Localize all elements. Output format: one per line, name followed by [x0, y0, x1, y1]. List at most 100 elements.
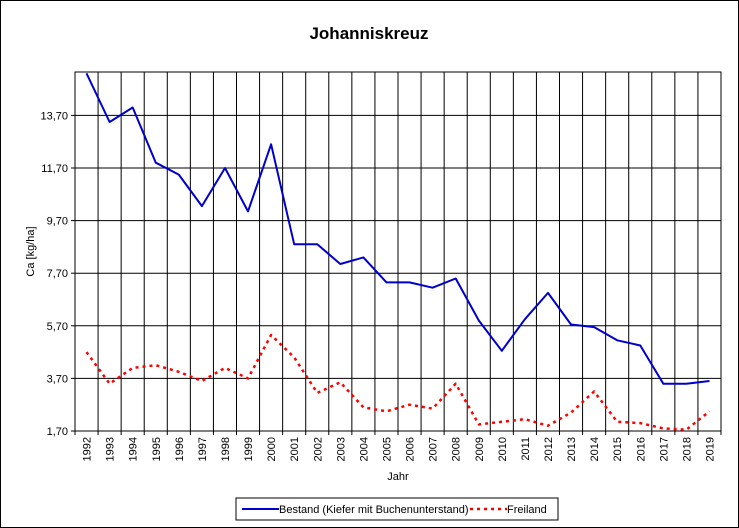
series-group — [85, 72, 711, 431]
data-point-freiland — [339, 381, 341, 383]
data-point-bestand — [178, 174, 180, 176]
data-point-freiland — [293, 356, 295, 358]
x-tick-label: 2013 — [566, 437, 578, 461]
data-point-bestand — [432, 287, 434, 289]
y-tick-label: 7,70 — [47, 268, 68, 280]
x-tick-label: 1992 — [82, 437, 94, 461]
x-tick-label: 2016 — [635, 437, 647, 461]
data-point-freiland — [639, 422, 641, 424]
data-point-freiland — [362, 406, 364, 408]
x-tick-label: 2000 — [266, 437, 278, 461]
data-point-bestand — [339, 263, 341, 265]
x-tick-label: 2018 — [681, 437, 693, 461]
x-axis-label: Jahr — [387, 471, 409, 483]
y-tick-label: 1,70 — [47, 426, 68, 438]
series-line-bestand — [85, 72, 710, 385]
x-tick-label: 2014 — [589, 437, 601, 461]
data-point-bestand — [685, 383, 687, 385]
data-point-freiland — [247, 377, 249, 379]
data-point-bestand — [639, 345, 641, 347]
data-point-freiland — [455, 383, 457, 385]
data-point-bestand — [132, 107, 134, 109]
data-point-freiland — [109, 383, 111, 385]
x-tick-label: 1998 — [220, 437, 232, 461]
data-point-freiland — [409, 404, 411, 406]
data-point-bestand — [86, 72, 88, 74]
legend-label-bestand: Bestand (Kiefer mit Buchenunterstand) — [279, 504, 469, 516]
data-point-freiland — [270, 334, 272, 336]
y-tick-label: 11,70 — [41, 163, 68, 175]
data-point-freiland — [86, 351, 88, 353]
x-tick-label: 1995 — [151, 437, 163, 461]
x-tick-label: 2011 — [520, 437, 532, 461]
data-point-freiland — [224, 367, 226, 369]
x-tick-label: 2001 — [289, 437, 301, 461]
x-tick-label: 2005 — [381, 437, 393, 461]
data-point-bestand — [708, 380, 710, 382]
data-point-freiland — [385, 410, 387, 412]
legend-label-freiland: Freiland — [507, 504, 547, 516]
data-point-freiland — [616, 421, 618, 423]
x-tick-label: 2009 — [474, 437, 486, 461]
x-tick-label: 1994 — [128, 437, 140, 461]
data-point-freiland — [570, 412, 572, 414]
data-point-freiland — [524, 418, 526, 420]
y-tick-label: 9,70 — [47, 216, 68, 228]
data-point-bestand — [316, 243, 318, 245]
x-tick-label: 2015 — [612, 437, 624, 461]
series-line-freiland — [85, 333, 711, 431]
data-point-freiland — [432, 408, 434, 410]
data-point-bestand — [155, 162, 157, 164]
data-point-bestand — [362, 256, 364, 258]
x-tick-label: 1993 — [105, 437, 117, 461]
data-point-bestand — [501, 350, 503, 352]
data-point-freiland — [501, 421, 503, 423]
y-tick-labels: 1,70 3,70 5,70 7,70 9,70 11,70 13,70 — [40, 110, 75, 438]
data-point-bestand — [247, 210, 249, 212]
data-point-bestand — [409, 281, 411, 283]
data-point-bestand — [455, 277, 457, 279]
x-tick-label: 1996 — [174, 437, 186, 461]
data-point-bestand — [478, 320, 480, 322]
data-point-bestand — [201, 205, 203, 207]
data-point-bestand — [524, 318, 526, 320]
x-tick-label: 2002 — [312, 437, 324, 461]
y-tick-label: 13,70 — [40, 110, 68, 122]
data-point-bestand — [224, 167, 226, 169]
x-tick-label: 1997 — [197, 437, 209, 461]
data-point-bestand — [570, 323, 572, 325]
data-point-freiland — [593, 391, 595, 393]
y-axis-label: Ca [kg/ha] — [25, 226, 37, 276]
x-tick-label: 2008 — [451, 437, 463, 461]
data-point-freiland — [178, 371, 180, 373]
x-tick-label: 2004 — [358, 437, 370, 461]
data-point-freiland — [132, 367, 134, 369]
data-point-freiland — [662, 427, 664, 429]
data-point-bestand — [547, 292, 549, 294]
x-tick-label: 2010 — [497, 437, 509, 461]
data-point-bestand — [593, 326, 595, 328]
data-point-bestand — [616, 339, 618, 341]
x-tick-label: 2003 — [335, 437, 347, 461]
data-point-bestand — [270, 143, 272, 145]
data-point-freiland — [155, 364, 157, 366]
chart-title: Johanniskreuz — [309, 24, 428, 43]
x-tick-label: 2007 — [428, 437, 440, 461]
x-tick-label: 2019 — [704, 437, 716, 461]
data-point-bestand — [293, 243, 295, 245]
data-point-bestand — [662, 383, 664, 385]
legend: Bestand (Kiefer mit Buchenunterstand) Fr… — [235, 497, 559, 521]
data-point-freiland — [316, 392, 318, 394]
x-tick-label: 2012 — [543, 437, 555, 461]
data-point-freiland — [708, 410, 710, 412]
x-tick-label: 2006 — [405, 437, 417, 461]
data-point-freiland — [547, 425, 549, 427]
y-tick-label: 3,70 — [47, 373, 68, 385]
data-point-freiland — [201, 380, 203, 382]
legend-box — [235, 497, 559, 521]
data-point-bestand — [385, 281, 387, 283]
grid — [75, 72, 721, 432]
x-tick-labels: 1992 1993 1994 1995 1996 1997 1998 1999 2000 2001… — [74, 431, 722, 461]
